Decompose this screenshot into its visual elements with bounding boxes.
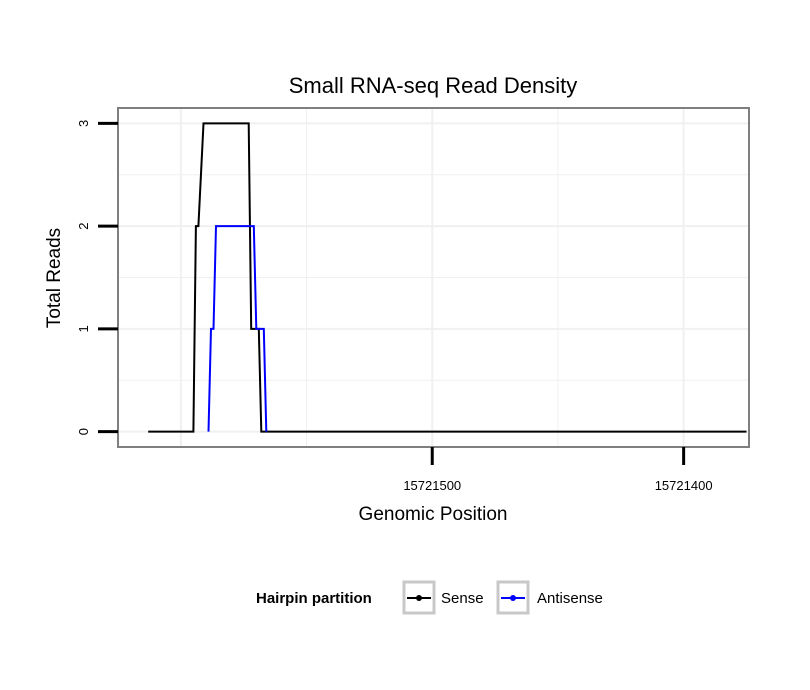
chart-title: Small RNA-seq Read Density <box>289 73 578 98</box>
legend-dot-antisense <box>510 595 516 601</box>
legend-item-sense: Sense <box>402 580 484 615</box>
y-tick-label: 2 <box>76 223 91 230</box>
x-axis-label: Genomic Position <box>359 504 508 525</box>
x-tick-label: 15721400 <box>655 478 713 493</box>
series-lines <box>148 122 747 433</box>
grid-lines <box>118 108 749 447</box>
y-axis: 0 1 2 3 <box>76 120 118 435</box>
legend: Hairpin partition Sense Antisense <box>256 580 603 615</box>
y-tick-label: 0 <box>76 428 91 435</box>
y-axis-label: Total Reads <box>44 228 65 328</box>
x-axis: 15721500 15721400 <box>403 447 713 493</box>
legend-title: Hairpin partition <box>256 590 372 607</box>
legend-label-antisense: Antisense <box>537 590 603 607</box>
legend-item-antisense: Antisense <box>496 580 603 615</box>
y-tick-label: 3 <box>76 120 91 127</box>
series-line-antisense <box>207 225 268 432</box>
series-line-sense <box>148 122 747 433</box>
y-tick-label: 1 <box>76 325 91 332</box>
x-tick-label: 15721500 <box>403 478 461 493</box>
legend-dot-sense <box>416 595 422 601</box>
legend-label-sense: Sense <box>441 590 484 607</box>
